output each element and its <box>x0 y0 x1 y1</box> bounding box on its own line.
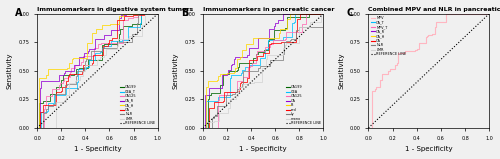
Text: B: B <box>181 8 188 18</box>
Y-axis label: Sensitivity: Sensitivity <box>338 52 344 89</box>
Text: A: A <box>16 8 23 18</box>
Text: Immunomarkers in digestive system tumors: Immunomarkers in digestive system tumors <box>37 7 193 12</box>
Legend: CA199, CEA, CA125, CA, B, red, Ly, mono, REFERENCE LINE: CA199, CEA, CA125, CA, B, red, Ly, mono,… <box>285 85 322 126</box>
X-axis label: 1 - Specificity: 1 - Specificity <box>240 146 287 152</box>
Y-axis label: Sensitivity: Sensitivity <box>172 52 178 89</box>
X-axis label: 1 - Specificity: 1 - Specificity <box>74 146 121 152</box>
Legend: MPV, CA_T, MPV_T, CA_R, CA_H, CA, NLR, LMR, REFERENCE LINE: MPV, CA_T, MPV_T, CA_R, CA_H, CA, NLR, L… <box>370 15 407 57</box>
X-axis label: 1 - Specificity: 1 - Specificity <box>405 146 452 152</box>
Text: C: C <box>347 8 354 18</box>
Y-axis label: Sensitivity: Sensitivity <box>7 52 13 89</box>
Text: Immunomarkers in pancreatic cancer: Immunomarkers in pancreatic cancer <box>203 7 334 12</box>
Text: Combined MPV and NLR in pancreatic cancer: Combined MPV and NLR in pancreatic cance… <box>368 7 500 12</box>
Legend: CA199, CEA_T, CA125, CA_R, CA_H, CA, NLR, LMR, REFERENCE LINE: CA199, CEA_T, CA125, CA_R, CA_H, CA, NLR… <box>119 85 156 126</box>
